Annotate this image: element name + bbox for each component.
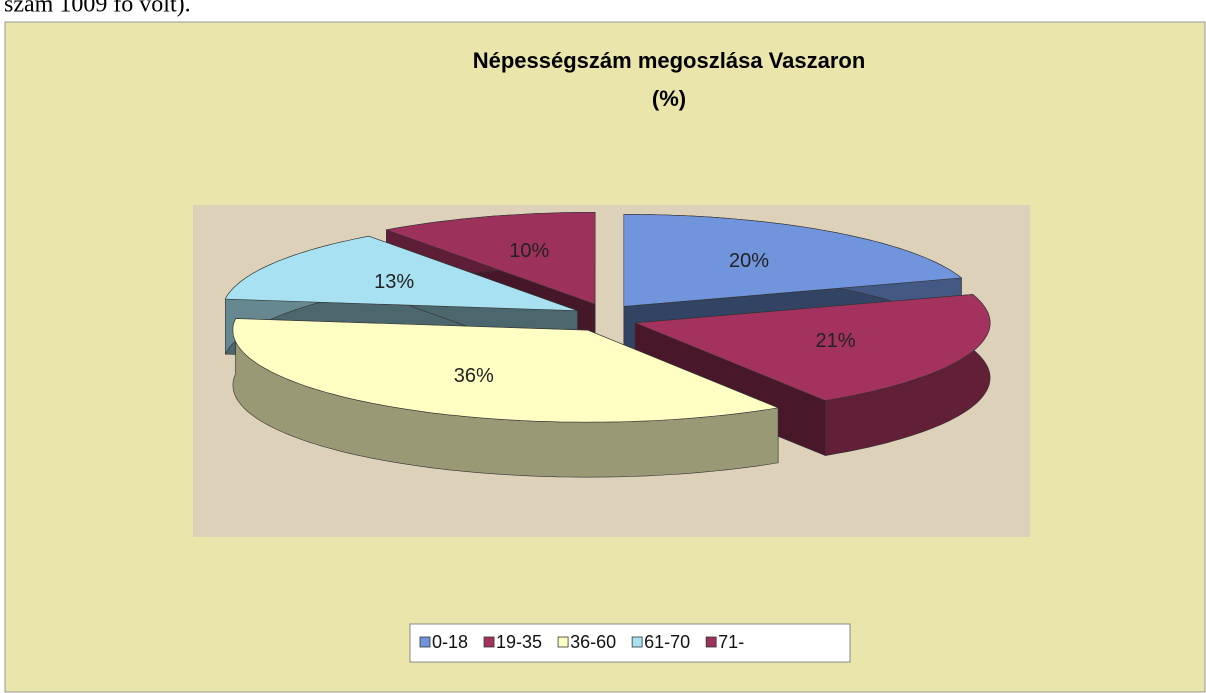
preceding-text: szám 1009 fő volt). xyxy=(4,0,191,18)
slice-label: 20% xyxy=(729,250,769,272)
legend-swatch xyxy=(705,636,717,648)
chart-title: Népességszám megoszlása Vaszaron xyxy=(473,48,866,73)
slice xyxy=(385,212,596,305)
chart-subtitle: (%) xyxy=(652,86,686,111)
legend-label: 61-70 xyxy=(644,632,690,652)
legend-label: 71- xyxy=(718,632,744,652)
slice-label: 21% xyxy=(816,330,856,352)
slice-label: 36% xyxy=(454,365,494,387)
legend-label: 19-35 xyxy=(496,632,542,652)
legend-swatch xyxy=(419,636,431,648)
slice xyxy=(224,235,578,311)
slice-label: 13% xyxy=(374,271,414,293)
legend-swatch xyxy=(557,636,569,648)
slice xyxy=(634,294,991,401)
legend-box xyxy=(409,623,851,663)
slice xyxy=(232,318,780,423)
legend-swatch xyxy=(483,636,495,648)
legend-label: 0-18 xyxy=(432,632,468,652)
legend-swatch xyxy=(631,636,643,648)
legend: 0-18 19-35 36-60 61-70 71- xyxy=(419,632,744,652)
slice xyxy=(623,214,963,307)
slice-label: 10% xyxy=(509,240,549,262)
pie: 10% 20% 13% 21% 36% xyxy=(224,212,991,478)
legend-label: 36-60 xyxy=(570,632,616,652)
